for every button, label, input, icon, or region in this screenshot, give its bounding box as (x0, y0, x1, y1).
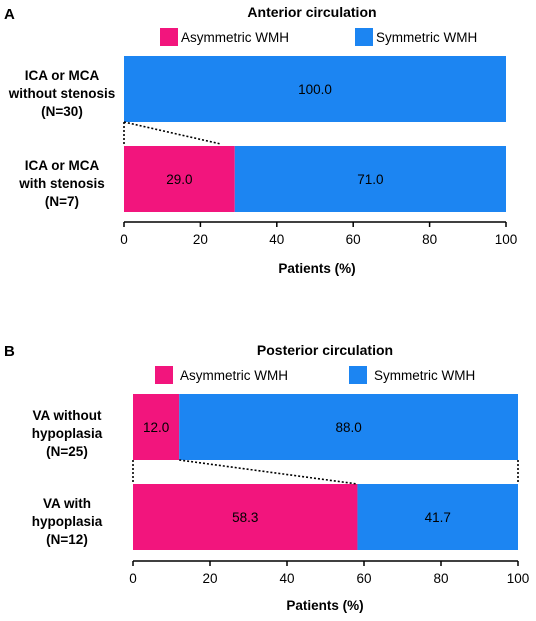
bar-segment (133, 484, 358, 550)
x-tick-label: 60 (346, 232, 361, 247)
legend-swatch-symmetric (355, 28, 373, 46)
bar-value-label: 41.7 (425, 510, 451, 525)
bar-segment (124, 56, 506, 122)
bar-segment (234, 146, 506, 212)
connector-diagonal (123, 121, 221, 145)
chart-panel-b: B Posterior circulation Asymmetric WMH Symm… (4, 342, 529, 613)
category-label: (N=12) (46, 532, 88, 547)
bar-value-label: 29.0 (166, 172, 192, 187)
bar-value-label: 88.0 (335, 420, 361, 435)
bar-segment (124, 146, 235, 212)
bar-segment (179, 394, 518, 460)
category-label: ICA or MCA (25, 158, 100, 173)
category-label: without stenosis (8, 86, 116, 101)
legend-label: Asymmetric WMH (180, 368, 288, 383)
legend-label: Asymmetric WMH (181, 30, 289, 45)
panel-letter: B (4, 343, 15, 360)
bar-value-label: 58.3 (232, 510, 258, 525)
category-label: hypoplasia (32, 426, 103, 441)
x-tick-label: 100 (495, 232, 518, 247)
x-tick-label: 0 (120, 232, 128, 247)
legend-label: Symmetric WMH (374, 368, 475, 383)
category-label: VA with (43, 496, 91, 511)
category-label: with stenosis (18, 176, 105, 191)
x-tick-label: 0 (129, 571, 137, 586)
legend-swatch-asymmetric (160, 28, 178, 46)
x-tick-label: 60 (356, 571, 371, 586)
legend-swatch-symmetric (349, 366, 367, 384)
chart-title: Posterior circulation (257, 342, 393, 358)
connector-diagonal (179, 459, 358, 485)
legend-label: Symmetric WMH (376, 30, 477, 45)
x-axis-title: Patients (%) (286, 598, 363, 613)
bar-value-label: 12.0 (143, 420, 169, 435)
category-label: VA without (33, 408, 102, 423)
bar-value-label: 71.0 (357, 172, 383, 187)
panel-letter: A (4, 6, 15, 23)
chart-title: Anterior circulation (247, 4, 376, 20)
category-label: (N=7) (45, 194, 79, 209)
category-label: ICA or MCA (25, 68, 100, 83)
legend-swatch-asymmetric (155, 366, 173, 384)
x-tick-label: 80 (422, 232, 437, 247)
category-label: (N=25) (46, 444, 88, 459)
x-axis-title: Patients (%) (278, 261, 355, 276)
bar-segment (133, 394, 180, 460)
x-tick-label: 80 (433, 571, 448, 586)
x-tick-label: 40 (279, 571, 294, 586)
x-tick-label: 20 (193, 232, 208, 247)
x-tick-label: 100 (507, 571, 530, 586)
bar-value-label: 100.0 (298, 82, 332, 97)
bar-segment (357, 484, 518, 550)
x-tick-label: 40 (269, 232, 284, 247)
chart-panel-a: A Anterior circulation Asymmetric WMH Symme… (4, 4, 517, 276)
category-label: (N=30) (41, 104, 83, 119)
category-label: hypoplasia (32, 514, 103, 529)
x-tick-label: 20 (202, 571, 217, 586)
